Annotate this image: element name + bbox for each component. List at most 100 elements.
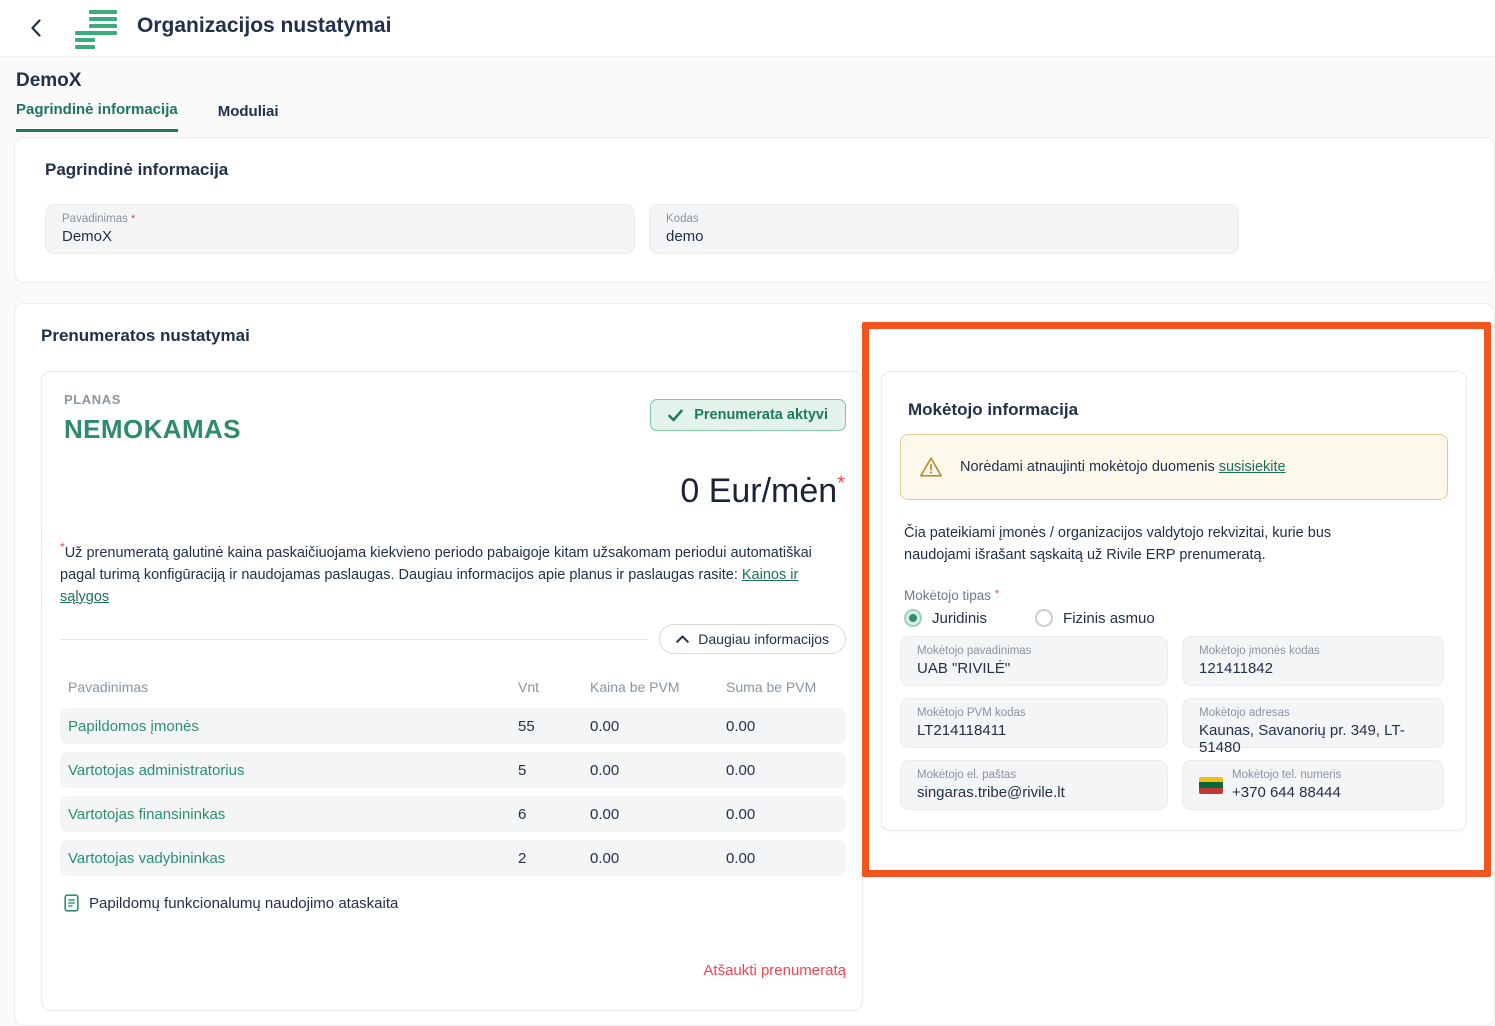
usage-report-link[interactable]: Papildomų funkcionalumų naudojimo ataska… <box>64 894 398 912</box>
payer-email-label: Mokėtojo el. paštas <box>917 769 1017 781</box>
payer-phone-field: Mokėtojo tel. numeris +370 644 88444 <box>1182 760 1444 810</box>
table-header-row: Pavadinimas Vnt Kaina be PVM Suma be PVM <box>60 672 846 702</box>
payer-fields-grid: Mokėtojo pavadinimas UAB "RIVILĖ" Mokėto… <box>900 636 1444 810</box>
payer-name-field: Mokėtojo pavadinimas UAB "RIVILĖ" <box>900 636 1168 686</box>
main-info-title: Pagrindinė informacija <box>45 160 229 179</box>
payer-card: Mokėtojo informacija Norėdami atnaujinti… <box>881 371 1467 831</box>
service-price: 0.00 <box>590 717 620 735</box>
payer-company-code-value: 121411842 <box>1199 660 1273 677</box>
payer-alert: Norėdami atnaujinti mokėtojo duomenis su… <box>900 434 1448 500</box>
service-qty: 6 <box>518 805 527 823</box>
main-info-card: Pagrindinė informacija Pavadinimas * Dem… <box>14 137 1495 283</box>
service-qty: 55 <box>518 717 535 735</box>
payer-email-value: singaras.tribe@rivile.lt <box>917 784 1065 801</box>
radio-juridinis[interactable]: Juridinis <box>904 609 987 627</box>
payer-phone-label: Mokėtojo tel. numeris <box>1232 769 1342 781</box>
radio-fizinis-label: Fizinis asmuo <box>1063 609 1155 627</box>
payer-phone-value: +370 644 88444 <box>1232 784 1341 801</box>
main-info-fields: Pavadinimas * DemoX Kodas demo <box>45 204 1239 254</box>
payer-name-value: UAB "RIVILĖ" <box>917 660 1011 677</box>
tab-bar: Pagrindinė informacija Moduliai <box>16 101 279 132</box>
page-title: Organizacijos nustatymai <box>137 14 392 37</box>
status-badge-label: Prenumerata aktyvi <box>694 407 828 423</box>
plan-label: PLANAS <box>64 392 122 407</box>
warning-icon <box>919 456 943 478</box>
service-link[interactable]: Papildomos įmonės <box>68 717 199 735</box>
radio-juridinis-label: Juridinis <box>932 609 988 627</box>
service-qty: 2 <box>518 849 527 867</box>
top-header: Organizacijos nustatymai <box>0 0 1495 57</box>
pricing-terms-link[interactable]: Kainos ir sąlygos <box>60 566 799 605</box>
rivile-logo-icon <box>75 9 117 49</box>
subscription-title: Prenumeratos nustatymai <box>41 326 250 345</box>
note-asterisk: * <box>60 540 65 554</box>
payer-name-label: Mokėtojo pavadinimas <box>917 645 1032 657</box>
service-sum: 0.00 <box>726 849 756 867</box>
usage-report-link-label: Papildomų funkcionalumų naudojimo ataska… <box>89 894 399 912</box>
col-header-name: Pavadinimas <box>68 679 149 695</box>
subscription-card: Prenumeratos nustatymai PLANAS NEMOKAMAS… <box>14 303 1495 1026</box>
payer-email-field: Mokėtojo el. paštas singaras.tribe@rivil… <box>900 760 1168 810</box>
tab-main-information[interactable]: Pagrindinė informacija <box>16 101 178 132</box>
organization-name: DemoX <box>16 70 82 91</box>
payer-address-value: Kaunas, Savanorių pr. 349, LT-51480 <box>1199 722 1405 756</box>
col-header-qty: Vnt <box>518 679 540 695</box>
table-row: Papildomos įmonės 55 0.00 0.00 <box>60 708 846 744</box>
code-field-value: demo <box>666 228 704 245</box>
payer-type-label: Mokėtojo tipas * <box>904 588 1000 603</box>
plan-note: *Už prenumeratą galutinė kaina paskaičiu… <box>60 538 824 608</box>
service-price: 0.00 <box>590 761 620 779</box>
service-qty: 5 <box>518 761 527 779</box>
service-link[interactable]: Vartotojas finansininkas <box>68 805 226 823</box>
price-asterisk: * <box>837 472 845 495</box>
alert-text: Norėdami atnaujinti mokėtojo duomenis <box>960 459 1219 475</box>
name-field-value: DemoX <box>62 228 113 245</box>
more-info-button[interactable]: Daugiau informacijos <box>659 624 846 654</box>
more-info-row: Daugiau informacijos <box>60 624 846 654</box>
col-header-price: Kaina be PVM <box>590 679 680 695</box>
contact-link[interactable]: susisiekite <box>1218 459 1286 475</box>
check-icon <box>668 409 684 422</box>
tab-modules[interactable]: Moduliai <box>218 101 279 132</box>
plan-card: PLANAS NEMOKAMAS Prenumerata aktyvi 0 Eu… <box>41 371 863 1011</box>
service-price: 0.00 <box>590 805 620 823</box>
payer-company-code-label: Mokėtojo įmonės kodas <box>1199 645 1320 657</box>
table-row: Vartotojas finansininkas 6 0.00 0.00 <box>60 796 846 832</box>
document-icon <box>64 894 79 912</box>
col-header-sum: Suma be PVM <box>726 679 817 695</box>
service-sum: 0.00 <box>726 805 756 823</box>
radio-unselected-icon <box>1035 609 1054 627</box>
status-badge: Prenumerata aktyvi <box>650 399 846 431</box>
plan-price: 0 Eur/mėn* <box>680 472 845 510</box>
cancel-subscription-link[interactable]: Atšaukti prenumeratą <box>703 962 846 979</box>
payer-address-label: Mokėtojo adresas <box>1199 707 1290 719</box>
chevron-up-icon <box>676 635 690 643</box>
service-sum: 0.00 <box>726 761 756 779</box>
payer-title: Mokėtojo informacija <box>908 400 1079 419</box>
lithuania-flag-icon <box>1199 776 1223 794</box>
payer-address-field: Mokėtojo adresas Kaunas, Savanorių pr. 3… <box>1182 698 1444 756</box>
back-button[interactable] <box>24 16 48 40</box>
payer-vat-code-value: LT214118411 <box>917 722 1007 739</box>
service-price: 0.00 <box>590 849 620 867</box>
radio-fizinis-asmuo[interactable]: Fizinis asmuo <box>1035 609 1155 627</box>
name-field-label: Pavadinimas <box>62 213 128 225</box>
plan-name: NEMOKAMAS <box>64 414 241 444</box>
payer-type-radios: Juridinis Fizinis asmuo <box>904 609 1155 627</box>
table-row: Vartotojas administratorius 5 0.00 0.00 <box>60 752 846 788</box>
services-table: Pavadinimas Vnt Kaina be PVM Suma be PVM… <box>60 672 846 884</box>
chevron-left-icon <box>31 19 41 37</box>
payer-vat-code-field: Mokėtojo PVM kodas LT214118411 <box>900 698 1168 748</box>
name-field[interactable]: Pavadinimas * DemoX <box>45 204 635 254</box>
service-sum: 0.00 <box>726 717 756 735</box>
code-field-label: Kodas <box>666 213 699 225</box>
payer-description: Čia pateikiami įmonės / organizacijos va… <box>904 525 1332 564</box>
code-field[interactable]: Kodas demo <box>649 204 1239 254</box>
note-text: Už prenumeratą galutinė kaina paskaičiuo… <box>60 544 812 583</box>
payer-vat-code-label: Mokėtojo PVM kodas <box>917 707 1026 719</box>
more-info-button-label: Daugiau informacijos <box>698 631 829 647</box>
required-asterisk: * <box>994 588 1000 600</box>
service-link[interactable]: Vartotojas vadybininkas <box>68 849 226 867</box>
service-link[interactable]: Vartotojas administratorius <box>68 761 245 779</box>
